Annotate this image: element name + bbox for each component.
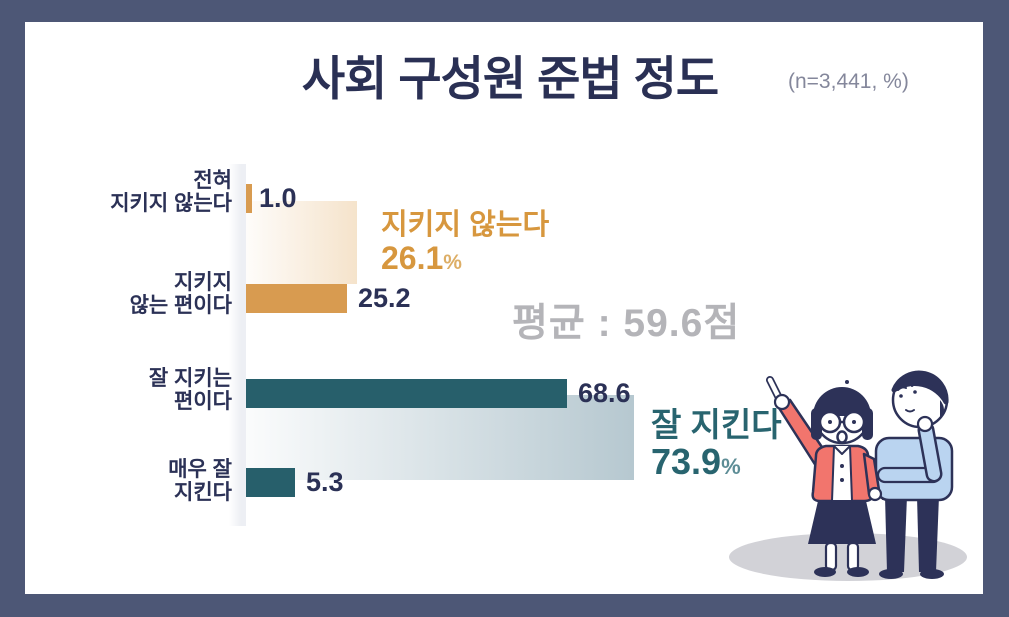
group-value-negative: 26.1% [381,241,549,280]
value-label-tend-well: 68.6 [578,378,631,408]
category-label-line: 지키지 [174,271,232,294]
value-label-never: 1.0 [259,183,297,213]
group-label-negative: 지키지 않는다 [381,209,550,241]
value-label-tend-not: 25.2 [358,283,411,313]
group-value-number: 26.1 [381,240,444,276]
category-label-tend-well: 잘 지키는 편이다 [40,367,232,413]
two-people-illustration [729,370,967,581]
category-label-line: 지키지 않는다 [110,192,232,215]
page-title: 사회 구성원 준법 정도 [301,52,719,105]
category-label-line: 매우 잘 [168,458,232,481]
man-figure [874,370,954,579]
sample-size-note: (n=3,441, %) [788,70,909,93]
axis-baseline-strip [229,164,246,526]
category-label-never: 전혀 지키지 않는다 [40,169,232,215]
group-annotation-negative: 지키지 않는다 26.1% [381,209,549,280]
group-label-positive: 잘 지킨다 [651,406,782,443]
category-label-line: 잘 지키는 [148,367,232,390]
category-label-tend-not: 지키지 않는 편이다 [40,271,232,317]
category-label-line: 지킨다 [174,481,232,504]
category-label-line: 않는 편이다 [129,294,232,317]
group-value-positive: 73.9% [651,443,782,486]
category-label-line: 편이다 [174,390,232,413]
category-label-very-well: 매우 잘 지킨다 [40,458,232,504]
percent-sign: % [721,454,741,479]
percent-sign: % [443,251,462,274]
category-label-line: 전혀 [193,169,232,192]
bar-never [246,184,252,213]
group-value-number: 73.9 [651,441,722,482]
value-label-very-well: 5.3 [306,467,344,497]
bar-very-well [246,468,295,497]
average-score-label: 평균 : 59.6점 [512,302,741,345]
group-annotation-positive: 잘 지킨다 73.9% [651,407,782,486]
group-band-positive [246,395,634,480]
bar-tend-not [246,284,347,313]
woman-figure [766,376,883,577]
bar-tend-well [246,379,567,408]
group-band-negative [246,201,357,284]
